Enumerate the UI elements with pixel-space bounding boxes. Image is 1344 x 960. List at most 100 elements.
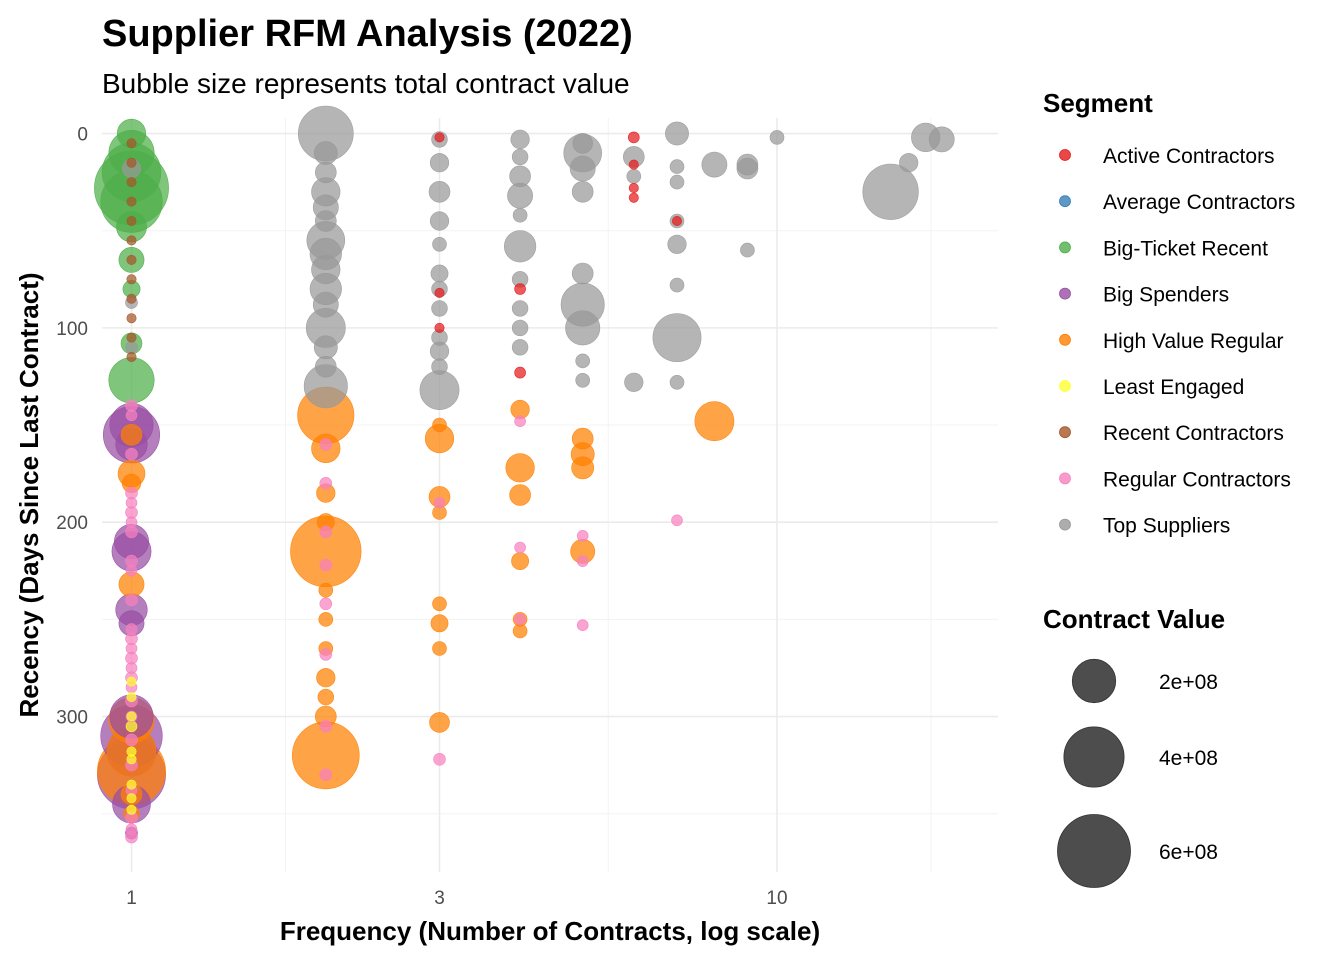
data-point <box>626 169 642 184</box>
data-point <box>429 153 450 173</box>
data-point <box>126 235 137 246</box>
legend-swatch <box>1059 518 1071 531</box>
data-point <box>125 447 138 461</box>
data-point <box>319 558 333 572</box>
y-tick-label: 200 <box>56 513 88 534</box>
data-point <box>125 662 138 674</box>
data-point <box>125 564 138 577</box>
legend-swatch <box>1059 241 1071 254</box>
data-point <box>514 415 526 428</box>
legend-label: Recent Contractors <box>1103 422 1284 445</box>
data-point <box>430 264 449 283</box>
data-point <box>652 313 702 363</box>
data-point <box>509 165 531 188</box>
data-point <box>510 129 530 149</box>
x-tick-label: 1 <box>126 888 137 909</box>
data-point <box>509 484 531 506</box>
data-point <box>312 291 339 318</box>
data-point <box>125 593 138 607</box>
data-point <box>428 181 451 203</box>
legend-label: Average Contractors <box>1103 191 1295 214</box>
x-axis-title: Frequency (Number of Contracts, log scal… <box>280 916 820 946</box>
data-point <box>899 153 919 173</box>
legend-label: Big-Ticket Recent <box>1103 237 1268 260</box>
data-point <box>313 335 338 360</box>
data-point <box>432 641 447 656</box>
data-point <box>576 529 589 542</box>
data-point <box>430 614 449 633</box>
data-point <box>433 752 446 766</box>
size-legend-title: Contract Value <box>1043 604 1225 634</box>
data-point <box>318 612 334 627</box>
data-point <box>434 322 445 333</box>
legend-swatch <box>1059 195 1071 208</box>
data-point <box>126 351 137 362</box>
data-point <box>511 300 529 317</box>
data-point <box>126 157 137 168</box>
data-point <box>512 623 528 639</box>
data-point <box>429 211 450 231</box>
data-point <box>125 642 138 655</box>
data-point <box>769 130 785 145</box>
data-point <box>125 623 138 635</box>
data-point <box>126 138 137 149</box>
size-legend-bubble <box>1071 658 1117 704</box>
data-point <box>511 339 529 356</box>
data-point <box>319 719 333 733</box>
data-point <box>576 555 589 567</box>
data-point <box>669 277 685 293</box>
data-point <box>628 183 639 194</box>
data-point <box>319 525 333 539</box>
legend-swatch <box>1059 426 1071 439</box>
data-point <box>126 196 137 207</box>
size-legend-bubble <box>1063 726 1125 788</box>
data-point <box>126 754 137 765</box>
x-axis-ticks: 1 3 10 <box>126 888 787 909</box>
chart-subtitle: Bubble size represents total contract va… <box>102 68 630 99</box>
data-point <box>434 132 445 143</box>
data-point <box>125 340 138 354</box>
data-point <box>571 181 594 203</box>
legend-swatch <box>1059 149 1071 161</box>
data-point <box>108 357 155 404</box>
data-point <box>433 496 446 509</box>
data-points <box>94 105 955 844</box>
legend-label: Least Engaged <box>1103 376 1244 399</box>
grid <box>102 118 998 872</box>
data-point <box>572 133 594 154</box>
data-point <box>571 427 594 450</box>
data-point <box>667 234 687 254</box>
data-point <box>928 126 955 153</box>
size-legend: Contract Value 2e+08 4e+08 6e+08 <box>1043 604 1225 888</box>
data-point <box>314 210 337 232</box>
segment-legend-title: Segment <box>1043 88 1153 118</box>
data-point <box>514 283 526 295</box>
data-point <box>126 804 137 815</box>
data-point <box>740 242 755 258</box>
data-point <box>126 779 137 790</box>
data-point <box>669 174 685 190</box>
data-point <box>125 409 138 422</box>
data-point <box>316 668 336 688</box>
size-legend-label: 2e+08 <box>1159 671 1218 694</box>
data-point <box>314 161 337 184</box>
data-point <box>318 582 334 598</box>
data-point <box>125 733 138 747</box>
size-legend-bubble <box>1057 814 1131 888</box>
data-point <box>575 372 591 388</box>
data-point <box>701 151 728 178</box>
legend-swatch <box>1059 333 1071 346</box>
data-point <box>514 366 526 379</box>
legend-swatch <box>1059 472 1071 485</box>
data-point <box>319 768 333 782</box>
data-point <box>432 237 447 252</box>
legend-label: Big Spenders <box>1103 284 1229 307</box>
data-point <box>311 255 341 285</box>
data-point <box>671 514 683 527</box>
legend-label: Active Contractors <box>1103 145 1275 168</box>
data-point <box>319 438 333 451</box>
data-point <box>125 823 138 836</box>
data-point <box>126 216 137 227</box>
data-point <box>126 254 137 265</box>
